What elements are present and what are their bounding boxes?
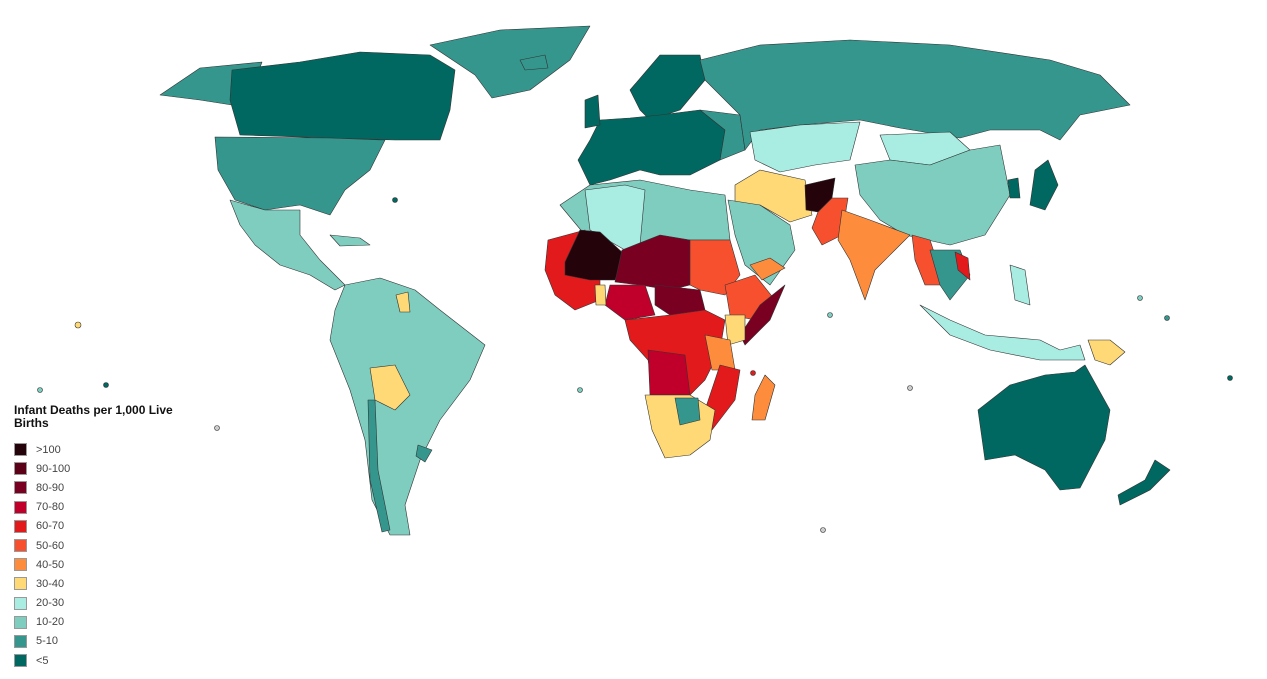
- region-uk: [584, 94, 601, 129]
- region-korea: [1007, 177, 1021, 199]
- island: [37, 387, 43, 393]
- region-zimbabwe: [674, 397, 701, 426]
- legend-swatch: [14, 539, 27, 553]
- legend-label: 70-80: [36, 501, 65, 514]
- island: [827, 312, 833, 318]
- legend-swatch: [14, 481, 27, 495]
- region-south-america: [329, 277, 486, 536]
- legend-label: >100: [36, 443, 61, 456]
- region-china: [854, 144, 1011, 246]
- region-sudan: [689, 239, 741, 296]
- region-kazakhstan: [749, 121, 861, 173]
- legend-item: 20-30: [14, 594, 194, 613]
- legend-label: 40-50: [36, 558, 65, 571]
- legend-swatch: [14, 577, 27, 591]
- legend-item: 60-70: [14, 517, 194, 536]
- region-indonesia: [919, 304, 1086, 361]
- legend-swatch: [14, 634, 27, 648]
- region-usa: [214, 136, 386, 216]
- legend-swatch: [14, 443, 27, 457]
- region-madagascar: [751, 374, 776, 421]
- legend-items: >100 90-100 80-90 70-80 60-70 50-60 40-50 30-40…: [14, 440, 194, 670]
- legend-label: 5-10: [36, 635, 59, 648]
- region-car: [654, 284, 706, 316]
- legend-label: 60-70: [36, 520, 65, 533]
- legend-item: >100: [14, 440, 194, 459]
- region-australia: [977, 364, 1111, 491]
- region-mali: [564, 229, 626, 281]
- island: [392, 197, 398, 203]
- legend-label: 50-60: [36, 539, 65, 552]
- region-mexico-central-america: [229, 199, 346, 291]
- region-greenland: [429, 25, 591, 99]
- region-iceland: [519, 54, 549, 71]
- region-uruguay: [415, 444, 433, 463]
- island: [577, 387, 583, 393]
- legend-item: 90-100: [14, 459, 194, 478]
- island: [750, 370, 756, 376]
- legend-swatch: [14, 596, 27, 610]
- legend-label: 80-90: [36, 481, 65, 494]
- legend-label: 20-30: [36, 597, 65, 610]
- legend-item: 30-40: [14, 574, 194, 593]
- region-laos: [954, 251, 971, 281]
- island: [820, 527, 826, 533]
- legend-swatch: [14, 519, 27, 533]
- legend-swatch: [14, 558, 27, 572]
- region-guyana: [395, 291, 411, 313]
- region-eastern-europe: [699, 109, 746, 161]
- region-central-africa: [624, 309, 726, 396]
- region-bolivia: [369, 364, 411, 411]
- region-caribbean: [329, 234, 371, 247]
- island: [1137, 295, 1143, 301]
- legend-item: 5-10: [14, 632, 194, 651]
- legend-swatch: [14, 654, 27, 668]
- island: [907, 385, 913, 391]
- region-new-zealand: [1117, 459, 1171, 506]
- island: [103, 382, 109, 388]
- region-png: [1087, 339, 1126, 366]
- region-philippines: [1009, 264, 1031, 306]
- island: [214, 425, 220, 431]
- region-yemen: [749, 257, 786, 281]
- region-india: [837, 209, 911, 301]
- legend-item: 80-90: [14, 478, 194, 497]
- legend-item: <5: [14, 651, 194, 670]
- legend-item: 50-60: [14, 536, 194, 555]
- legend-swatch: [14, 500, 27, 514]
- legend-title: Infant Deaths per 1,000 Live Births: [14, 403, 173, 430]
- legend-item: 40-50: [14, 555, 194, 574]
- region-russia: [699, 39, 1131, 151]
- region-scandinavia: [629, 54, 706, 121]
- legend-item: 10-20: [14, 613, 194, 632]
- island: [1164, 315, 1170, 321]
- region-japan: [1029, 159, 1059, 211]
- legend-label: 10-20: [36, 616, 65, 629]
- legend-label: 30-40: [36, 577, 65, 590]
- region-canada: [229, 51, 456, 141]
- island: [74, 321, 82, 329]
- legend-label: 90-100: [36, 462, 71, 475]
- region-ghana: [594, 284, 607, 306]
- island: [1227, 375, 1233, 381]
- legend-swatch: [14, 615, 27, 629]
- region-kenya: [724, 314, 746, 346]
- region-chile: [367, 399, 391, 533]
- region-nigeria: [604, 284, 656, 321]
- region-angola: [647, 349, 691, 396]
- legend-item: 70-80: [14, 498, 194, 517]
- legend-swatch: [14, 462, 27, 476]
- legend-label: <5: [36, 654, 49, 667]
- legend: Infant Deaths per 1,000 Live Births >100…: [14, 404, 194, 670]
